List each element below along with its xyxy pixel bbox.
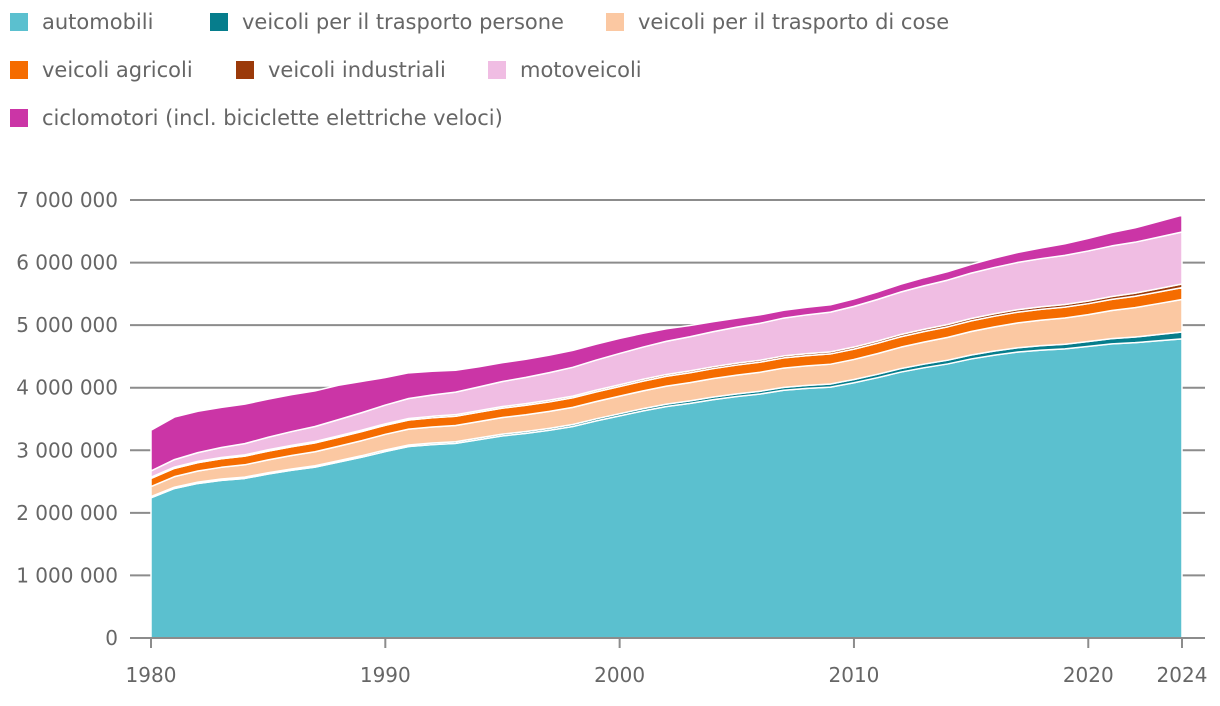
legend-swatch-icon: [10, 61, 28, 79]
legend-item[interactable]: automobili: [10, 10, 153, 34]
x-tick-label: 1990: [360, 663, 411, 687]
legend-label: ciclomotori (incl. biciclette elettriche…: [42, 106, 503, 130]
x-tick-label: 2024: [1157, 663, 1208, 687]
y-tick-label: 7 000 000: [16, 188, 118, 212]
x-tick-label: 2010: [829, 663, 880, 687]
x-tick-label: 1980: [126, 663, 177, 687]
legend-swatch-icon: [10, 13, 28, 31]
legend-swatch-icon: [236, 61, 254, 79]
y-tick-label: 1 000 000: [16, 563, 118, 587]
legend-item[interactable]: veicoli agricoli: [10, 58, 193, 82]
x-tick-label: 2000: [594, 663, 645, 687]
legend-label: veicoli industriali: [268, 58, 446, 82]
legend-label: motoveicoli: [520, 58, 642, 82]
legend-item[interactable]: veicoli industriali: [236, 58, 446, 82]
y-tick-label: 5 000 000: [16, 313, 118, 337]
y-tick-label: 0: [105, 626, 118, 650]
legend-swatch-icon: [606, 13, 624, 31]
legend-item[interactable]: ciclomotori (incl. biciclette elettriche…: [10, 106, 503, 130]
legend-label: veicoli agricoli: [42, 58, 193, 82]
axes: 0 1 000 000 2 000 000 3 000 000 4 000 000 5 0…: [16, 188, 1207, 687]
legend-item[interactable]: motoveicoli: [488, 58, 642, 82]
legend-label: automobili: [42, 10, 154, 34]
legend-item[interactable]: veicoli per il trasporto di cose: [606, 10, 949, 34]
x-tick-label: 2020: [1063, 663, 1114, 687]
legend-swatch-icon: [10, 109, 28, 127]
legend-swatch-icon: [210, 13, 228, 31]
area-ciclomotori-6: [150, 214, 1183, 472]
legend-label: veicoli per il trasporto di cose: [638, 10, 950, 34]
y-tick-label: 4 000 000: [16, 376, 118, 400]
y-tick-label: 2 000 000: [16, 501, 118, 525]
areas: [150, 214, 1183, 639]
legend-item[interactable]: veicoli per il trasporto persone: [210, 10, 564, 34]
y-tick-label: 6 000 000: [16, 251, 118, 275]
legend-swatch-icon: [488, 61, 506, 79]
legend-label: veicoli per il trasporto persone: [242, 10, 564, 34]
y-tick-label: 3 000 000: [16, 438, 118, 462]
